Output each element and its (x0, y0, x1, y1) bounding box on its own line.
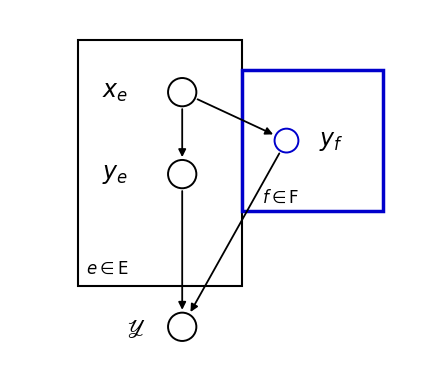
Text: $\mathit{y}_e$: $\mathit{y}_e$ (102, 162, 128, 186)
Text: $\mathit{y}_f$: $\mathit{y}_f$ (319, 129, 343, 153)
Circle shape (168, 313, 196, 341)
Text: $e \in \mathrm{E}$: $e \in \mathrm{E}$ (86, 260, 129, 278)
Text: $\mathit{x}_e$: $\mathit{x}_e$ (102, 80, 128, 104)
Circle shape (275, 129, 298, 152)
Bar (78, 40, 242, 286)
Circle shape (168, 160, 196, 188)
Bar (242, 70, 383, 211)
Circle shape (168, 78, 196, 106)
Text: $\mathscr{y}$: $\mathscr{y}$ (126, 314, 145, 340)
Text: $f \in \mathrm{F}$: $f \in \mathrm{F}$ (262, 189, 300, 207)
